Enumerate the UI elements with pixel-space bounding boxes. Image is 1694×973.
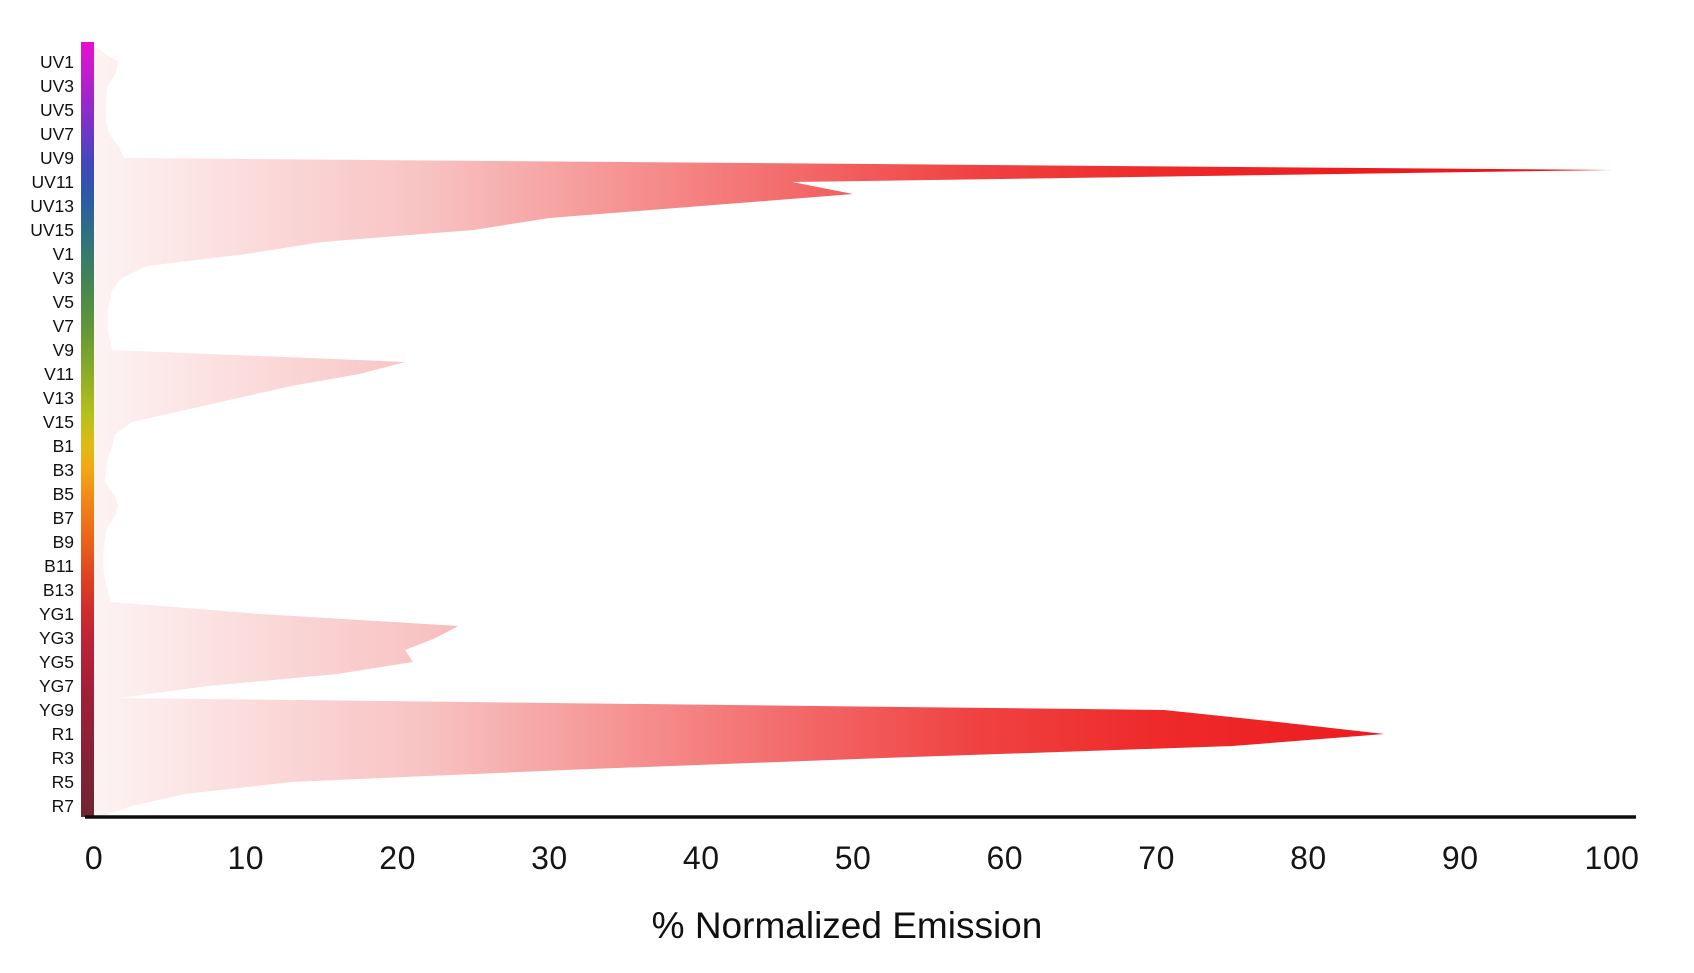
channel-label-UV13: UV13 — [30, 196, 74, 216]
channel-label-V5: V5 — [53, 292, 74, 312]
x-tick-10: 10 — [228, 840, 265, 876]
channel-label-B1: B1 — [53, 436, 74, 456]
x-axis-title: % Normalized Emission — [651, 905, 1043, 946]
channel-label-YG5: YG5 — [39, 652, 74, 672]
channel-label-R1: R1 — [52, 724, 74, 744]
channel-label-YG3: YG3 — [39, 628, 74, 648]
channel-label-B13: B13 — [43, 580, 74, 600]
channel-label-UV5: UV5 — [40, 100, 74, 120]
channel-label-V15: V15 — [43, 412, 74, 432]
channel-label-UV11: UV11 — [32, 172, 74, 192]
x-tick-60: 60 — [987, 840, 1024, 876]
channel-label-R3: R3 — [52, 748, 74, 768]
channel-label-UV7: UV7 — [40, 124, 74, 144]
x-tick-30: 30 — [531, 840, 568, 876]
channel-label-R7: R7 — [52, 796, 74, 816]
x-tick-40: 40 — [683, 840, 720, 876]
x-tick-50: 50 — [835, 840, 872, 876]
channel-label-R5: R5 — [52, 772, 74, 792]
x-tick-80: 80 — [1290, 840, 1327, 876]
channel-label-B11: B11 — [44, 556, 74, 576]
channel-label-V13: V13 — [43, 388, 74, 408]
channel-label-V3: V3 — [53, 268, 74, 288]
channel-label-B7: B7 — [53, 508, 74, 528]
channel-label-UV15: UV15 — [30, 220, 74, 240]
channel-label-B5: B5 — [53, 484, 74, 504]
channel-label-UV3: UV3 — [40, 76, 74, 96]
channel-label-V9: V9 — [53, 340, 74, 360]
x-tick-20: 20 — [379, 840, 416, 876]
channel-label-V7: V7 — [53, 316, 74, 336]
x-tick-0: 0 — [85, 840, 103, 876]
channel-label-B9: B9 — [53, 532, 74, 552]
channel-label-UV9: UV9 — [40, 148, 74, 168]
channel-label-B3: B3 — [53, 460, 74, 480]
channel-label-V1: V1 — [53, 244, 74, 264]
x-tick-90: 90 — [1442, 840, 1479, 876]
channel-label-YG9: YG9 — [39, 700, 74, 720]
x-tick-100: 100 — [1585, 840, 1640, 876]
emission-area — [94, 46, 1612, 816]
channel-label-V11: V11 — [44, 364, 74, 384]
channel-label-YG7: YG7 — [39, 676, 74, 696]
x-tick-70: 70 — [1138, 840, 1175, 876]
laser-detector-bar — [81, 42, 94, 817]
channel-label-YG1: YG1 — [39, 604, 74, 624]
channel-label-UV1: UV1 — [40, 52, 74, 72]
